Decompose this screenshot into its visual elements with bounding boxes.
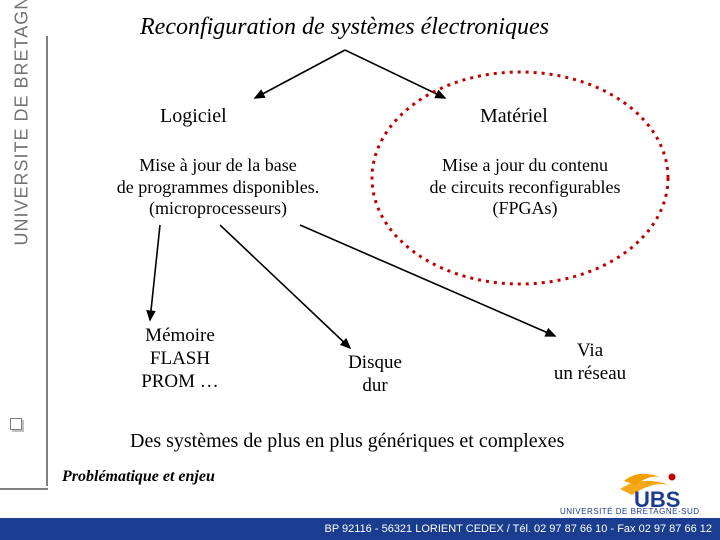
page-title: Reconfiguration de systèmes électronique… — [140, 14, 549, 41]
bottom-col-network: Via un réseau — [530, 340, 650, 386]
right-description: Mise a jour du contenu de circuits recon… — [410, 155, 640, 220]
footer-university-label: UNIVERSITÉ DE BRETAGNE-SUD — [560, 507, 700, 516]
sidebar-rule-horizontal — [0, 488, 48, 490]
bottom-col-memory: Mémoire FLASH PROM … — [120, 325, 240, 393]
left-description: Mise à jour de la base de programmes dis… — [98, 155, 338, 220]
sidebar-university-label: UNIVERSITE DE BRETAGNE - SUD — [12, 0, 33, 246]
conclusion-text: Des systèmes de plus en plus génériques … — [130, 430, 564, 453]
right-heading: Matériel — [480, 105, 548, 128]
sidebar-rule-vertical — [46, 36, 48, 486]
bottom-col-disk: Disque dur — [330, 352, 420, 398]
sidebar-ornament-box — [10, 418, 22, 430]
section-subtitle: Problématique et enjeu — [62, 468, 215, 486]
diagram-overlay — [0, 0, 720, 540]
left-heading: Logiciel — [160, 105, 227, 128]
footer-bar: BP 92116 - 56321 LORIENT CEDEX / Tél. 02… — [0, 518, 720, 540]
footer-contact: BP 92116 - 56321 LORIENT CEDEX / Tél. 02… — [325, 523, 713, 535]
